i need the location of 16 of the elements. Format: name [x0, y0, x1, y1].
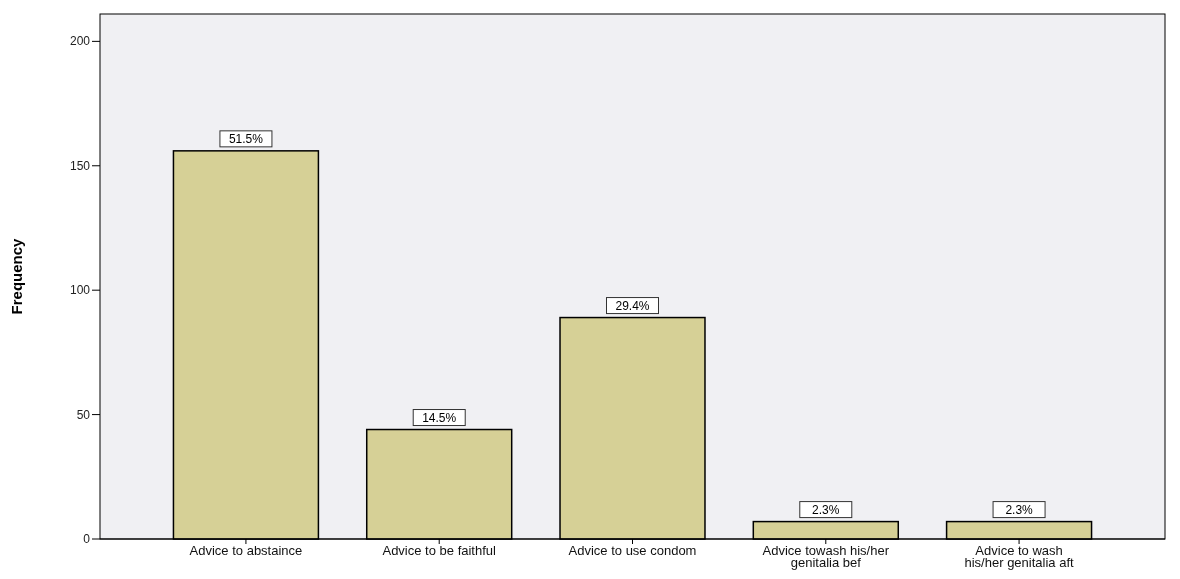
- x-tick-label: Advice towash his/her genitalia bef: [762, 543, 890, 570]
- annotation: 2.3%: [812, 503, 840, 518]
- x-tick-label: Advice to wash his/her genitalia aft: [964, 543, 1075, 570]
- y-tick-label: 100: [69, 283, 91, 298]
- y-axis-title: Frequency: [8, 237, 25, 315]
- annotation: 14.5%: [422, 411, 457, 426]
- y-tick-label: 200: [69, 34, 91, 49]
- x-tick-label: Advice to be faithful: [382, 543, 497, 558]
- annotation: 2.3%: [1005, 503, 1034, 518]
- x-tick-label: Advice to use condom: [568, 543, 697, 558]
- x-tick-label: Advice to abstaince: [189, 543, 303, 558]
- annotation: 51.5%: [228, 132, 264, 147]
- y-tick-label: 150: [69, 158, 91, 173]
- annotation: 29.4%: [615, 299, 650, 314]
- y-tick-label: 0: [83, 532, 91, 546]
- y-tick-label: 50: [76, 407, 91, 422]
